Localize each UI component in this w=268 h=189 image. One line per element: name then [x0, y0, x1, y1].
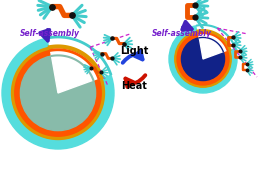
Circle shape	[20, 55, 96, 131]
Wedge shape	[196, 20, 240, 59]
Circle shape	[169, 25, 237, 93]
Circle shape	[15, 50, 101, 136]
Wedge shape	[47, 29, 118, 93]
Circle shape	[2, 37, 114, 149]
Circle shape	[177, 33, 229, 85]
Circle shape	[181, 37, 225, 81]
Text: Self-assembly: Self-assembly	[152, 29, 212, 38]
Circle shape	[12, 46, 105, 139]
Circle shape	[175, 31, 231, 87]
Text: Self-assembly: Self-assembly	[20, 29, 80, 38]
Text: Light: Light	[120, 46, 148, 56]
Text: Heat: Heat	[121, 81, 147, 91]
